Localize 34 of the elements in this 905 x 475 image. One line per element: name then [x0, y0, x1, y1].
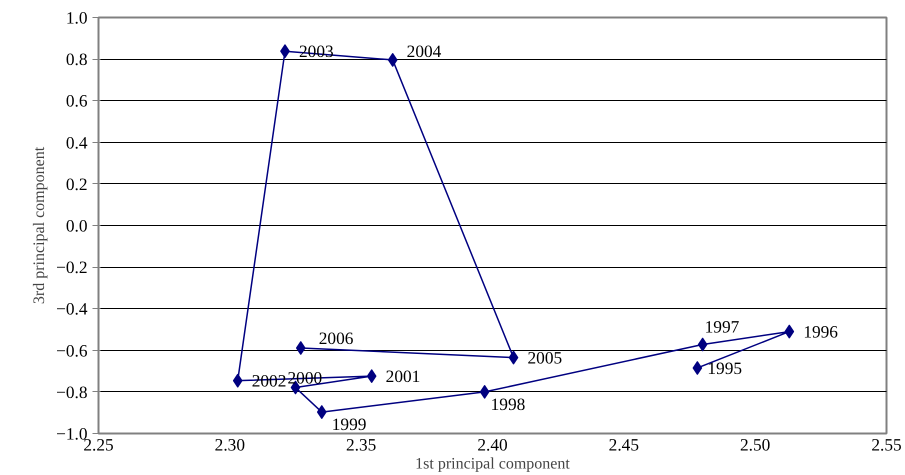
y-tick-label: 0.2: [66, 174, 88, 194]
point: [232, 374, 243, 388]
y-tick-label: 1.0: [66, 8, 88, 28]
y-axis-title: 3rd principal component: [31, 146, 48, 304]
y-tick-label: −0.8: [56, 382, 88, 402]
annotation: 1999: [332, 415, 366, 434]
x-tick-label: 2.35: [346, 436, 376, 454]
point: [784, 324, 794, 339]
y-tick-label: −0.4: [56, 300, 88, 319]
point: [316, 405, 327, 420]
y-tick-label: 0.4: [66, 133, 88, 152]
annotation: 2004: [406, 42, 442, 61]
annotation: 1995: [707, 358, 742, 378]
annotation: 1996: [803, 322, 838, 342]
annotation: 2005: [528, 348, 562, 368]
y-tick-label: −0.2: [56, 258, 88, 278]
annotation: 2001: [386, 367, 420, 386]
x-tick-label: 2.30: [214, 436, 245, 454]
y-tick-label: −0.6: [56, 341, 88, 360]
y-tick-label: 0.6: [66, 92, 88, 111]
point: [366, 369, 377, 384]
annotation: 1998: [490, 394, 526, 414]
x-tick-label: 2.55: [871, 436, 902, 454]
annotation: 1997: [704, 317, 740, 336]
y-tick-label: −1.0: [56, 424, 88, 444]
annotation: 2006: [318, 329, 354, 348]
point: [296, 341, 306, 356]
y-tick-label: 0.0: [66, 216, 88, 236]
x-axis-title: 1st principal component: [415, 456, 570, 472]
x-tick-label: 2.45: [608, 436, 639, 454]
point: [388, 52, 398, 67]
x-tick-label: 2.50: [740, 436, 770, 454]
x-tick-label: 2.40: [477, 436, 508, 454]
y-tick-label: 0.8: [66, 50, 88, 70]
